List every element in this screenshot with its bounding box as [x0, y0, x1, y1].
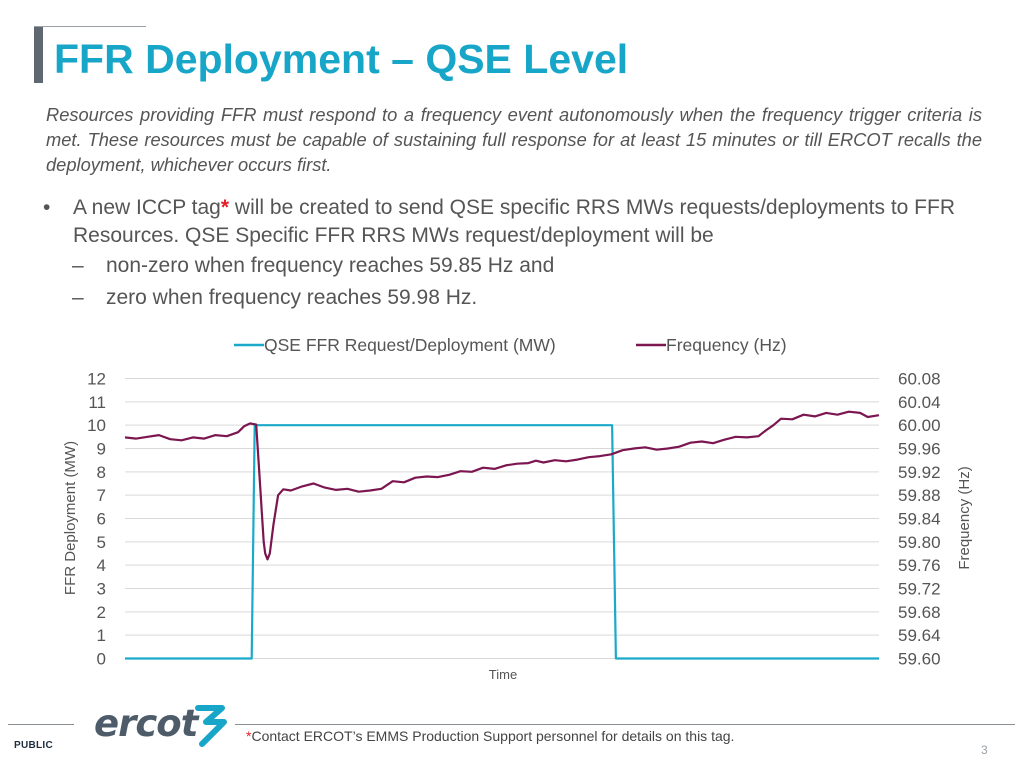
x-axis-title: Time [489, 667, 517, 682]
footer-rule-right [235, 724, 1015, 725]
bullet-text-after: will be created to send QSE specific RRS… [73, 196, 955, 247]
sub-bullet-dash: – [72, 254, 84, 277]
bullet-text-before: A new ICCP tag [73, 196, 221, 219]
y-tick-label: 4 [97, 556, 106, 575]
classification-label: PUBLIC [14, 740, 54, 751]
sub-bullet-text: non-zero when frequency reaches 59.85 Hz… [106, 254, 555, 277]
y-tick-label: 10 [87, 416, 106, 435]
y2-tick-label: 59.96 [898, 440, 941, 459]
title-accent-bar [34, 27, 43, 83]
ercot-logo: ercot [94, 702, 227, 747]
y2-tick-label: 60.00 [898, 416, 941, 435]
y-tick-label: 9 [97, 440, 106, 459]
y2-tick-label: 59.84 [898, 510, 941, 529]
footnote-text: Contact ERCOT’s EMMS Production Support … [251, 728, 735, 744]
legend-label: Frequency (Hz) [666, 335, 787, 355]
y2-tick-label: 59.88 [898, 486, 941, 505]
footnote-marker: * [246, 728, 252, 744]
ffr-frequency-chart: 012345678910111259.6059.6459.6859.7259.7… [62, 335, 973, 682]
y-tick-label: 12 [87, 370, 106, 389]
y2-tick-label: 59.80 [898, 533, 941, 552]
footer-rule-left [8, 724, 74, 725]
y2-tick-label: 60.04 [898, 393, 941, 412]
sub-bullet-text: zero when frequency reaches 59.98 Hz. [106, 286, 478, 309]
y2-tick-label: 59.60 [898, 650, 941, 669]
page-number: 3 [981, 743, 988, 757]
y-tick-label: 8 [97, 463, 106, 482]
frequency-series-line [124, 410, 880, 561]
sub-bullet-item: – zero when frequency reaches 59.98 Hz. [43, 282, 993, 314]
footnote-asterisk: * [220, 196, 230, 219]
ercot-logo-mark-icon [195, 705, 227, 747]
legend-label: QSE FFR Request/Deployment (MW) [264, 335, 556, 355]
y-axis-title: FFR Deployment (MW) [62, 441, 79, 595]
y2-tick-label: 59.92 [898, 463, 941, 482]
bullet-list: • A new ICCP tag* will be created to sen… [43, 194, 993, 314]
page-title: FFR Deployment – QSE Level [54, 36, 629, 82]
y2-tick-label: 59.72 [898, 580, 941, 599]
y-tick-label: 3 [97, 580, 106, 599]
y2-tick-label: 60.08 [898, 370, 941, 389]
y-tick-label: 11 [88, 393, 106, 412]
bullet-text: A new ICCP tag* will be created to send … [73, 194, 993, 250]
y-tick-label: 1 [97, 626, 106, 645]
y-tick-label: 6 [97, 510, 106, 529]
y2-tick-label: 59.64 [898, 626, 941, 645]
bullet-marker: • [43, 196, 51, 219]
sub-bullet-dash: – [72, 286, 84, 309]
y2-tick-label: 59.76 [898, 556, 941, 575]
footnote: *Contact ERCOT’s EMMS Production Support… [246, 727, 734, 745]
intro-paragraph: Resources providing FFR must respond to … [46, 104, 982, 175]
sub-bullet-item: – non-zero when frequency reaches 59.85 … [43, 250, 993, 282]
ffr-request-series-line [125, 424, 879, 660]
y-tick-label: 5 [97, 533, 106, 552]
ercot-logo-text: ercot [94, 702, 200, 745]
bullet-item: • A new ICCP tag* will be created to sen… [43, 194, 993, 250]
title-top-rule [34, 26, 146, 27]
y-tick-label: 7 [97, 486, 106, 505]
y2-axis-title: Frequency (Hz) [956, 466, 973, 569]
y-tick-label: 0 [97, 650, 106, 669]
y2-tick-label: 59.68 [898, 603, 941, 622]
y-tick-label: 2 [97, 603, 106, 622]
